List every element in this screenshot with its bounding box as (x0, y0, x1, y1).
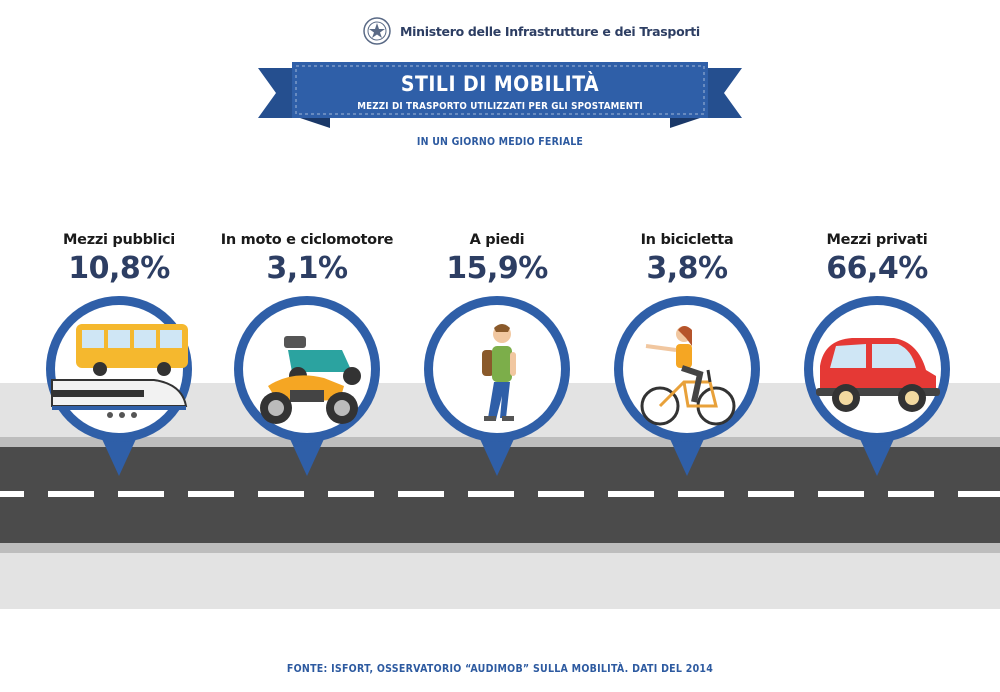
category-value: 3,1% (266, 251, 348, 286)
motorbike-scooter-icon (234, 296, 380, 476)
category-label: In bicicletta (640, 232, 734, 248)
car-icon (804, 296, 950, 476)
republic-emblem-icon (363, 17, 391, 45)
category-label: A piedi (469, 232, 525, 248)
category-value: 66,4% (826, 251, 928, 286)
bus-train-icon (46, 296, 192, 476)
day-caption: IN UN GIORNO MEDIO FERIALE (416, 136, 584, 148)
category-label: In moto e ciclomotore (220, 232, 394, 248)
title-ribbon (258, 62, 742, 128)
category-value: 15,9% (446, 251, 548, 286)
ministry-name: Ministero delle Infrastrutture e dei Tra… (400, 24, 700, 39)
category-label: Mezzi privati (826, 232, 928, 248)
page-title: STILI DI MOBILITÀ (400, 72, 600, 96)
page-subtitle: MEZZI DI TRASPORTO UTILIZZATI PER GLI SP… (357, 101, 643, 112)
pedestrian-icon (424, 296, 570, 476)
source-note: FONTE: ISFORT, OSSERVATORIO “AUDIMOB” SU… (286, 662, 714, 675)
bicycle-icon (614, 296, 760, 476)
category-label: Mezzi pubblici (63, 232, 175, 248)
category-value: 10,8% (68, 251, 170, 286)
category-value: 3,8% (646, 251, 728, 286)
header: Ministero delle Infrastrutture e dei Tra… (0, 14, 1000, 50)
